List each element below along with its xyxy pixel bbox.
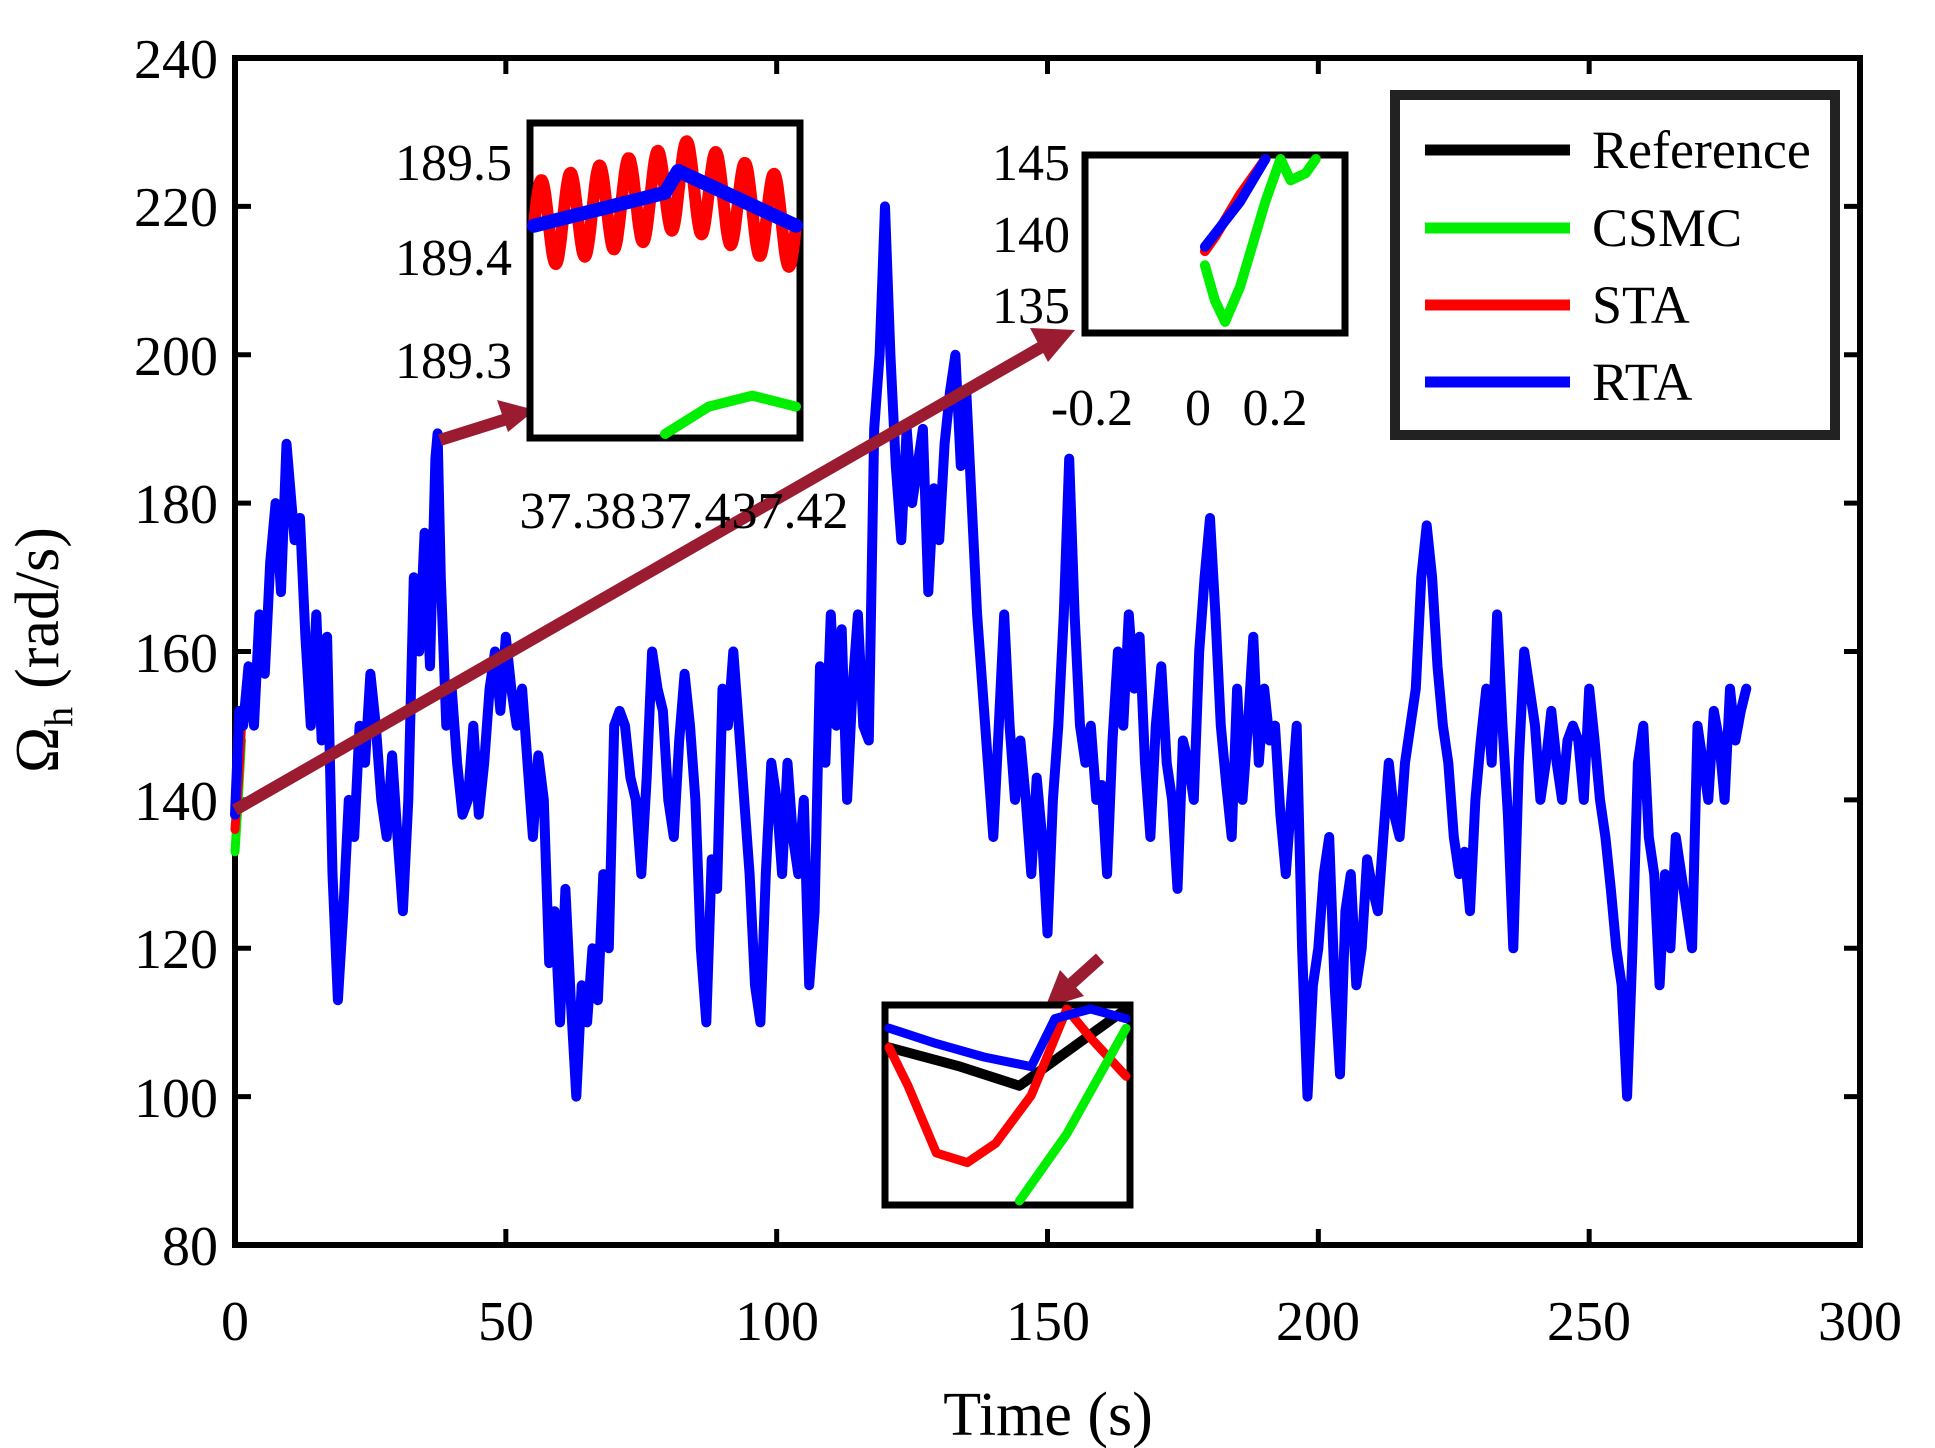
inset-1-lines: [527, 135, 803, 439]
inset-3-sta-line: [884, 1004, 1131, 1168]
inset-3-reference-line: [884, 1004, 1131, 1091]
x-tick-label-300: 300: [1818, 1291, 1902, 1353]
inset-1: 189.5 189.4 189.3 37.38 37.4 37.42: [395, 119, 849, 540]
y-tick-label-220: 220: [134, 177, 218, 239]
inset-1-y-tick-189.5: 189.5: [395, 135, 512, 192]
x-tick-label-150: 150: [1006, 1291, 1090, 1353]
x-axis-label: Time (s): [943, 1381, 1153, 1448]
inset-3-rta-line: [884, 1004, 1131, 1072]
inset-3-csmc-line: [1014, 1023, 1131, 1206]
y-tick-label-140: 140: [134, 771, 218, 833]
x-tick-label-100: 100: [735, 1291, 819, 1353]
inset-1-x-tick-37.38: 37.38: [520, 483, 637, 540]
inset-1-rta-line: [527, 163, 803, 233]
legend-label-reference: Reference: [1592, 120, 1811, 180]
inset-3-lines: [884, 1004, 1131, 1206]
arrow-to-inset-2-line: [232, 339, 1048, 816]
inset-2-y-tick-140: 140: [992, 207, 1070, 264]
inset-1-x-tick-37.4: 37.4: [640, 483, 731, 540]
legend-label-rta: RTA: [1592, 352, 1692, 412]
legend: Reference CSMC STA RTA: [1390, 90, 1840, 440]
y-axis-label-units: (rad/s): [4, 527, 72, 689]
annotation-arrows: [232, 328, 1105, 1008]
main-series-group: [230, 201, 1752, 1102]
inset-2: 145 140 135 -0.2 0 0.2: [992, 135, 1349, 437]
y-axis-tick-labels: 80 100 120 140 160 180 200 220 240: [134, 29, 218, 1278]
y-axis-label: Ωh (rad/s): [4, 527, 81, 773]
inset-2-x-tick-0.2: 0.2: [1243, 380, 1308, 437]
y-tick-label-160: 160: [134, 623, 218, 685]
inset-1-csmc-line: [660, 390, 801, 439]
legend-label-sta: STA: [1592, 275, 1690, 335]
y-tick-label-120: 120: [134, 919, 218, 981]
arrow-to-inset-1-head: [497, 400, 535, 432]
inset-1-y-tick-189.3: 189.3: [395, 333, 512, 390]
inset-2-y-tick-135: 135: [992, 278, 1070, 335]
y-axis-label-symbol: Ω: [4, 727, 72, 773]
arrow-to-inset-1-line: [438, 412, 512, 446]
inset-2-x-tick--0.2: -0.2: [1051, 380, 1133, 437]
inset-1-y-tick-189.4: 189.4: [395, 230, 512, 287]
y-tick-label-240: 240: [134, 29, 218, 91]
y-tick-label-180: 180: [134, 474, 218, 536]
x-tick-label-250: 250: [1547, 1291, 1631, 1353]
arrow-to-inset-3-line: [1065, 953, 1105, 990]
x-tick-label-0: 0: [221, 1291, 249, 1353]
arrow-to-inset-2-head: [1030, 328, 1075, 362]
inset-1-x-tick-37.42: 37.42: [732, 483, 849, 540]
y-tick-label-100: 100: [134, 1068, 218, 1130]
y-tick-label-200: 200: [134, 326, 218, 388]
inset-2-y-tick-145: 145: [992, 135, 1070, 192]
y-axis-label-subscript: h: [36, 707, 81, 727]
svg-text:Ωh(rad/s): Ωh (rad/s): [4, 527, 81, 773]
x-tick-label-50: 50: [478, 1291, 534, 1353]
inset-2-lines: [1199, 154, 1321, 327]
x-axis-tick-labels: 0 50 100 150 200 250 300: [221, 1291, 1902, 1353]
y-tick-label-80: 80: [162, 1216, 218, 1278]
inset-2-csmc-line: [1199, 154, 1321, 327]
inset-2-x-tick-0: 0: [1185, 380, 1211, 437]
x-tick-label-200: 200: [1276, 1291, 1360, 1353]
inset-2-rta-line: [1199, 154, 1271, 252]
inset-3: [881, 1001, 1134, 1209]
rta-series-line: [230, 201, 1752, 1102]
arrow-to-inset-3-head: [1045, 970, 1084, 1008]
legend-label-csmc: CSMC: [1592, 198, 1742, 258]
